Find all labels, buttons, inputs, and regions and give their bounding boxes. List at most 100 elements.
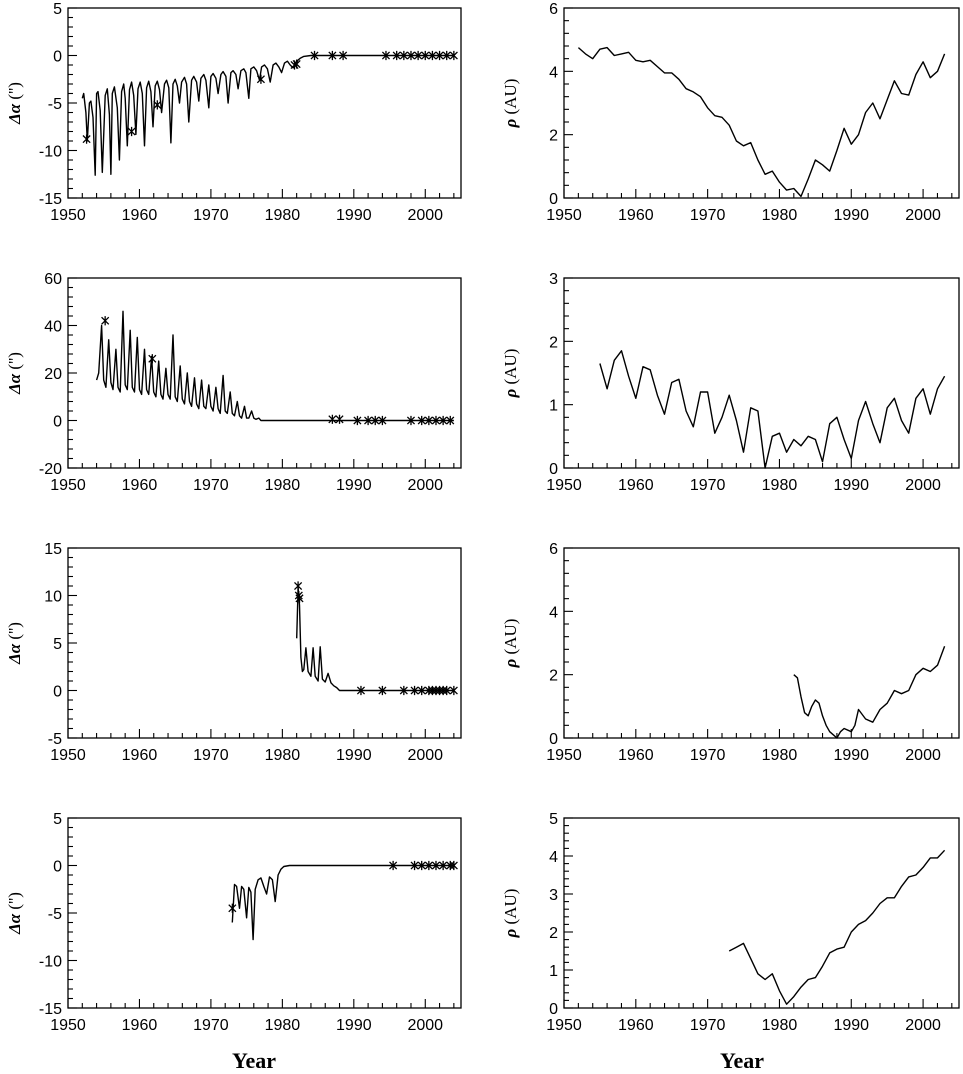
x-tick-label: 1950 [50,747,86,764]
observation-marker [294,581,303,591]
panel-p6: 1950 1960 1970 1980 1990 2000 0 2 4 6 ρ (AU) [501,541,960,764]
y-tick-label: 0 [53,684,62,701]
y-tick-label: 0 [53,859,62,876]
observation-marker [406,415,416,426]
observation-marker [228,903,237,913]
panel-p2: 1950 1960 1970 1980 1990 2000 0 2 4 6 ρ (AU) [501,1,960,224]
observation-marker [442,50,451,61]
y-tick-label: 0 [549,191,558,208]
y-tick-label: 40 [44,319,62,336]
y-axis-symbol: ρ [501,384,520,398]
y-tick-label: 2 [549,668,558,685]
x-tick-label: 1970 [690,477,726,494]
observation-marker [378,415,387,426]
y-axis-unit: (AU) [501,79,520,115]
x-tick-label: 1960 [618,477,654,494]
y-tick-label: 0 [549,461,558,478]
y-axis-title: ρ (AU) [501,619,520,669]
observation-marker [353,415,362,426]
observation-marker [431,860,441,871]
y-tick-label: 6 [549,541,558,558]
y-tick-label: 5 [53,636,62,653]
x-tick-label: 2000 [905,477,941,494]
plot-frame [563,277,960,469]
x-tick-label: 1990 [336,477,372,494]
observation-marker [410,860,419,871]
series-line [95,310,454,422]
observation-marker [417,860,426,871]
y-axis-title: Δα ('') [5,82,24,125]
x-tick-label: 1950 [546,1017,582,1034]
plot-frame [563,817,960,1009]
x-tick-label: 1980 [762,207,798,224]
y-tick-label: 0 [53,414,62,431]
y-axis-unit: (AU) [501,889,520,925]
observation-marker [364,415,373,426]
observation-marker [424,860,433,871]
plot-frame [563,7,960,199]
x-tick-label: 1980 [265,747,301,764]
y-tick-label: 4 [549,604,558,621]
x-tick-label: 1960 [122,207,158,224]
x-tick-label: 2000 [905,207,941,224]
x-tick-label: 1980 [762,477,798,494]
y-tick-label: -5 [48,96,62,113]
x-tick-label: 1980 [265,477,301,494]
x-tick-label: 1980 [265,1017,301,1034]
y-axis-title: ρ (AU) [501,889,520,939]
y-tick-label: 2 [549,128,558,145]
observation-marker [381,50,391,61]
x-axis-label-right: Year [720,1048,764,1073]
y-tick-label: -10 [39,954,62,971]
observation-marker [417,685,426,696]
panel-p8: 1950 1960 1970 1980 1990 2000 0 1 2 3 4 5 ρ (AU) [501,811,960,1034]
y-axis-unit: ('') [5,82,24,99]
x-tick-label: 2000 [407,207,443,224]
x-tick-label: 1970 [690,747,726,764]
y-axis-symbol: Δα [5,910,24,935]
y-tick-label: -10 [39,144,62,161]
y-tick-label: 1 [549,963,558,980]
y-axis-symbol: ρ [501,924,520,938]
observation-marker [328,414,337,424]
x-tick-label: 1960 [618,207,654,224]
x-tick-label: 2000 [905,747,941,764]
x-tick-label: 1960 [618,1017,654,1034]
x-tick-label: 1950 [50,1017,86,1034]
plot-frame [67,547,462,739]
observation-marker [148,354,157,364]
panel-p4: 1950 1960 1970 1980 1990 2000 0 1 2 3 ρ (AU) [501,271,960,494]
x-tick-label: 1990 [833,747,869,764]
series-line [231,864,454,941]
x-tick-label: 2000 [905,1017,941,1034]
y-tick-label: 60 [44,271,62,288]
observation-marker [328,50,337,61]
y-tick-label: 0 [549,731,558,748]
x-tick-label: 1970 [193,1017,229,1034]
x-tick-label: 1950 [50,207,86,224]
observation-marker [435,50,444,61]
x-tick-label: 2000 [407,1017,443,1034]
panel-p5: 1950 1960 1970 1980 1990 2000 -5 0 5 10 15 Δα ('') [5,541,462,764]
x-tick-label: 1970 [690,207,726,224]
observation-marker [449,685,458,696]
x-tick-label: 1990 [336,747,372,764]
observation-marker [421,50,430,61]
y-axis-unit: ('') [5,622,24,639]
series-line [296,587,454,692]
observation-marker [406,50,416,61]
plot-frame [563,547,960,739]
observation-marker [449,50,458,61]
x-tick-label: 1950 [546,747,582,764]
y-axis-symbol: Δα [5,640,24,665]
observation-marker [292,59,301,69]
y-tick-label: 4 [549,849,558,866]
y-tick-label: 10 [44,589,62,606]
x-tick-label: 1960 [122,477,158,494]
observation-marker [339,50,348,61]
y-tick-label: 2 [549,925,558,942]
x-tick-label: 1960 [122,747,158,764]
plot-frame [67,7,462,199]
